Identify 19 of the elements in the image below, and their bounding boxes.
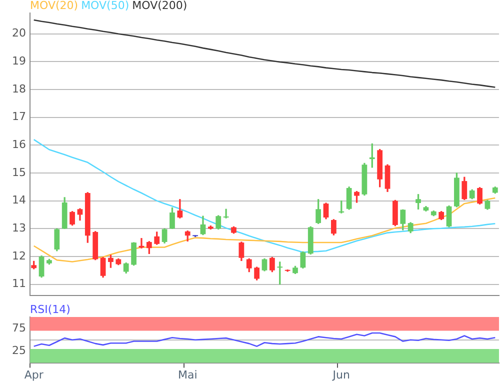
y-tick-label: 18: [12, 82, 26, 96]
y-tick-label: 15: [12, 166, 26, 179]
y-tick-label: 17: [12, 110, 26, 124]
y-tick-label: 25: [12, 344, 26, 358]
text: MOV(50): [81, 0, 130, 12]
y-tick-label: 11: [12, 277, 26, 290]
text: RSI(14): [30, 303, 70, 316]
x-tick-label: Apr: [24, 368, 44, 382]
y-tick-label: 12: [12, 249, 26, 262]
text: MOV(20): [30, 0, 78, 12]
y-tick-label: 14: [12, 194, 26, 207]
x-tick-label: Jun: [332, 368, 350, 382]
y-tick-label: 19: [12, 54, 26, 68]
x-tick-label: Mai: [178, 368, 198, 382]
y-tick-label: 75: [12, 321, 26, 334]
y-tick-label: 20: [12, 26, 26, 40]
text: MOV(200): [132, 0, 188, 12]
y-tick-label: 13: [12, 221, 26, 234]
y-tick-label: 16: [12, 138, 26, 152]
